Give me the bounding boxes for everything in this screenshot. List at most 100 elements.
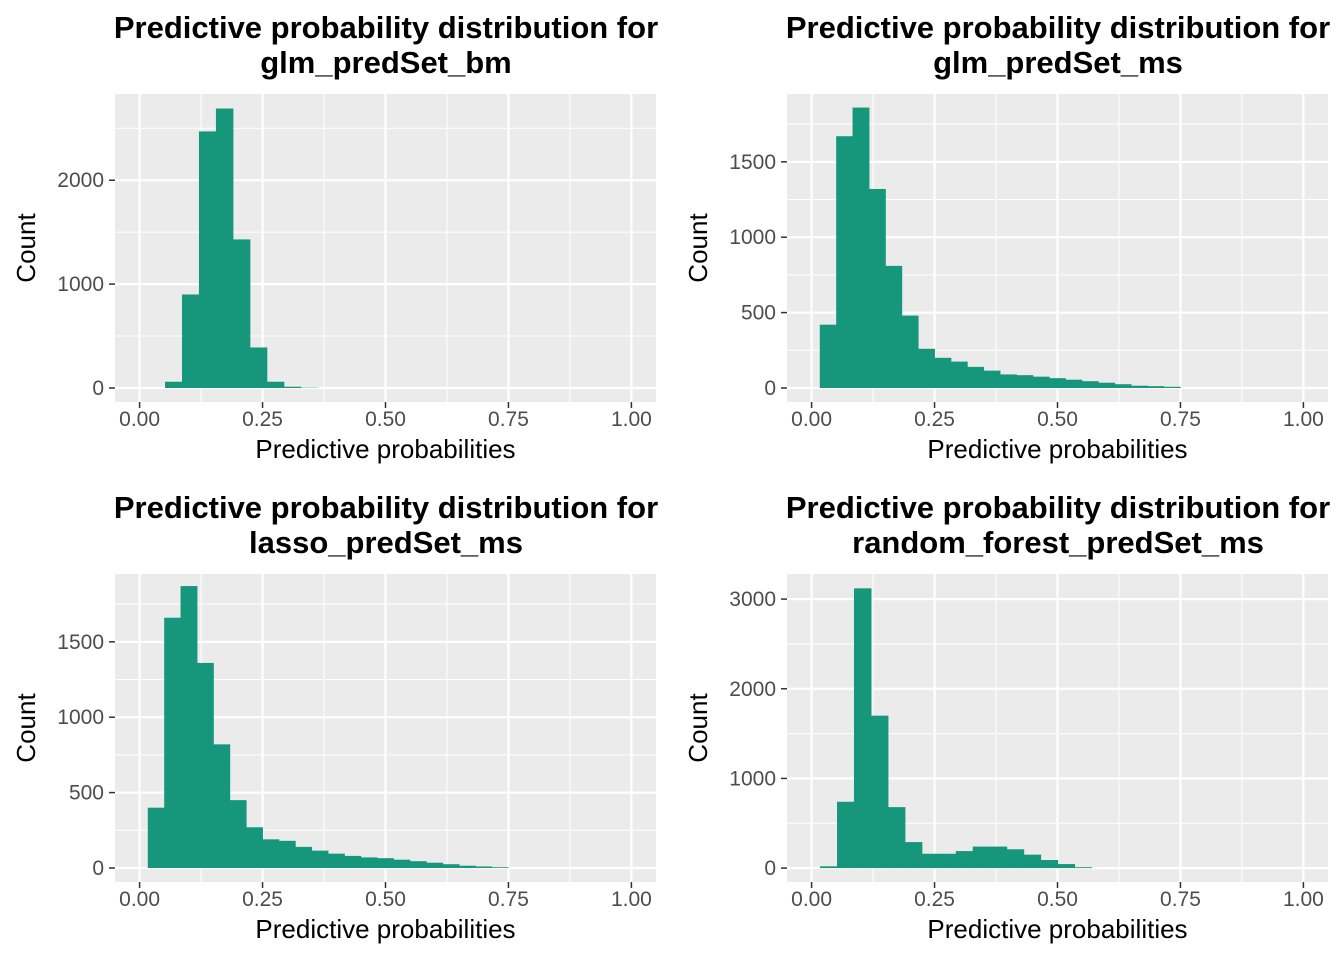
histogram-bar (1057, 864, 1076, 869)
y-tick-label: 1000 (729, 767, 776, 790)
x-tick-label: 0.00 (791, 888, 832, 911)
y-tick-label: 500 (741, 302, 776, 325)
x-axis-title: Predictive probabilities (255, 434, 515, 464)
y-tick-label: 0 (764, 377, 776, 400)
x-axis-title: Predictive probabilities (927, 434, 1187, 464)
histogram-bar (442, 864, 460, 868)
x-tick-label: 1.00 (1283, 888, 1324, 911)
x-axis-title: Predictive probabilities (927, 914, 1187, 944)
chart-title-line: Predictive probability distribution for (786, 10, 1330, 45)
histogram-bar (180, 586, 198, 868)
y-tick-label: 1000 (57, 706, 104, 729)
y-tick-label: 1000 (729, 226, 776, 249)
histogram-bar (246, 827, 263, 868)
histogram-bar (249, 347, 268, 388)
x-tick-label: 0.00 (791, 408, 832, 431)
histogram-bar (164, 617, 182, 868)
x-tick-label: 0.00 (119, 888, 160, 911)
histogram-bar (1074, 867, 1093, 869)
histogram-bar (1016, 375, 1034, 388)
y-tick-label: 1500 (729, 151, 776, 174)
y-tick-label: 3000 (729, 588, 776, 611)
histogram-bar (938, 853, 957, 869)
histogram-bar (967, 366, 985, 388)
histogram-bar (458, 865, 476, 868)
histogram-bar (198, 131, 217, 388)
histogram-bar (1163, 386, 1181, 388)
histogram-bar (887, 807, 906, 869)
x-tick-label: 0.25 (242, 888, 283, 911)
histogram-bar (999, 374, 1017, 388)
y-tick-label: 500 (69, 782, 104, 805)
chart-title-line: Predictive probability distribution for (114, 10, 658, 45)
histogram-bar (972, 846, 991, 869)
histogram-bar (901, 315, 919, 388)
x-tick-label: 0.75 (488, 888, 529, 911)
y-tick-label: 0 (92, 857, 104, 880)
y-tick-label: 0 (764, 857, 776, 880)
histogram-bar (820, 866, 838, 869)
histogram-bar (360, 857, 378, 868)
histogram-bar (295, 846, 313, 868)
histogram-bar (819, 324, 837, 388)
histogram-bar (262, 839, 280, 868)
histogram-bar (1114, 384, 1132, 388)
y-tick-label: 0 (92, 377, 104, 400)
y-tick-label: 2000 (57, 169, 104, 192)
y-axis-title: Count (11, 693, 41, 763)
histogram-bar (1098, 382, 1116, 388)
histogram-bar (147, 807, 165, 868)
histogram-bar (229, 800, 247, 868)
y-tick-label: 1500 (57, 631, 104, 654)
y-tick-label: 2000 (729, 678, 776, 701)
chart-title-line: random_forest_predSet_ms (852, 525, 1264, 560)
chart-title-line: Predictive probability distribution for (786, 490, 1330, 525)
x-tick-label: 0.25 (242, 408, 283, 431)
x-tick-label: 0.50 (365, 408, 406, 431)
histogram-bar (344, 855, 362, 868)
histogram-bar (868, 188, 886, 388)
histogram-bar (393, 859, 411, 868)
histogram-bar (1081, 381, 1099, 388)
x-tick-label: 0.25 (914, 888, 955, 911)
histogram-bar (475, 866, 493, 868)
histogram-bar (213, 744, 231, 868)
histogram-bar (165, 381, 183, 388)
histogram-bar (934, 357, 952, 388)
histogram-bar (278, 840, 296, 868)
histogram-bar (1049, 378, 1066, 388)
histogram-bar (853, 588, 872, 869)
histogram-bar (955, 851, 974, 869)
histogram-bar (836, 136, 854, 388)
histogram-bar (921, 853, 940, 869)
histogram-bar (1147, 386, 1165, 388)
histogram-bar (852, 107, 870, 388)
histogram-bar (870, 715, 889, 869)
histogram-bar (196, 662, 214, 868)
histogram-bar (918, 348, 935, 388)
histogram-bar (1032, 376, 1050, 388)
x-tick-label: 0.50 (365, 888, 406, 911)
histogram-bar (1130, 385, 1148, 388)
histogram-bar (1023, 854, 1042, 869)
x-tick-label: 1.00 (1283, 408, 1324, 431)
chart-panel-1: 0.00 0.25 0.50 0.75 1.00 0 500 1000 1500 Predicti… (683, 10, 1330, 464)
histogram-bar (215, 108, 234, 388)
histogram-bar (837, 801, 855, 869)
histogram-bar (266, 381, 285, 388)
histogram-bar (283, 386, 302, 388)
histogram-bar (1006, 849, 1025, 869)
histogram-bar (409, 861, 427, 868)
x-tick-label: 0.75 (1160, 888, 1201, 911)
histogram-bar (989, 846, 1008, 869)
histogram-bar (311, 850, 329, 868)
histogram-bar (377, 858, 394, 868)
x-axis-title: Predictive probabilities (255, 914, 515, 944)
histogram-bar (950, 361, 968, 388)
histogram-bar (1065, 379, 1083, 388)
chart-title-line: lasso_predSet_ms (249, 525, 523, 560)
x-tick-label: 0.75 (488, 408, 529, 431)
histogram-bar (983, 370, 1001, 388)
histogram-bar (327, 853, 345, 868)
